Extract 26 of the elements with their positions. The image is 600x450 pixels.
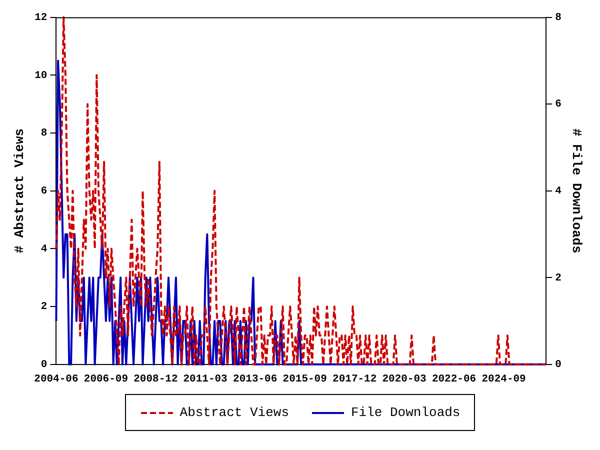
x-tick-label: 2024-09 — [482, 373, 526, 386]
x-tick-label: 2006-09 — [84, 373, 128, 386]
legend-label: Abstract Views — [180, 405, 289, 420]
y-axis-title: # Abstract Views — [12, 128, 28, 254]
x-tick-label: 2017-12 — [332, 373, 377, 386]
y2-tick-label: 4 — [555, 185, 562, 198]
y-tick-label: 10 — [34, 70, 48, 82]
y-tick-label: 6 — [40, 185, 48, 198]
y-tick-label: 0 — [40, 359, 48, 372]
y-tick-label: 12 — [34, 12, 48, 24]
y2-axis-title: # File Downloads — [568, 128, 584, 254]
x-tick-label: 2011-03 — [183, 373, 228, 386]
x-tick-label: 2020-03 — [382, 373, 426, 386]
x-tick-label: 2015-09 — [282, 373, 327, 386]
y-tick-label: 8 — [40, 128, 48, 140]
x-tick-label: 2004-06 — [34, 373, 78, 386]
y2-tick-label: 2 — [555, 272, 562, 284]
x-tick-label: 2022-06 — [432, 373, 476, 386]
x-tick-label: 2013-06 — [233, 373, 278, 386]
y-tick-label: 4 — [40, 243, 48, 256]
y2-tick-label: 8 — [555, 12, 562, 24]
x-tick-label: 2008-12 — [134, 373, 178, 386]
y2-tick-label: 0 — [555, 359, 562, 372]
legend-label: File Downloads — [351, 405, 460, 420]
y2-tick-label: 6 — [555, 98, 562, 111]
y-tick-label: 2 — [40, 301, 48, 314]
